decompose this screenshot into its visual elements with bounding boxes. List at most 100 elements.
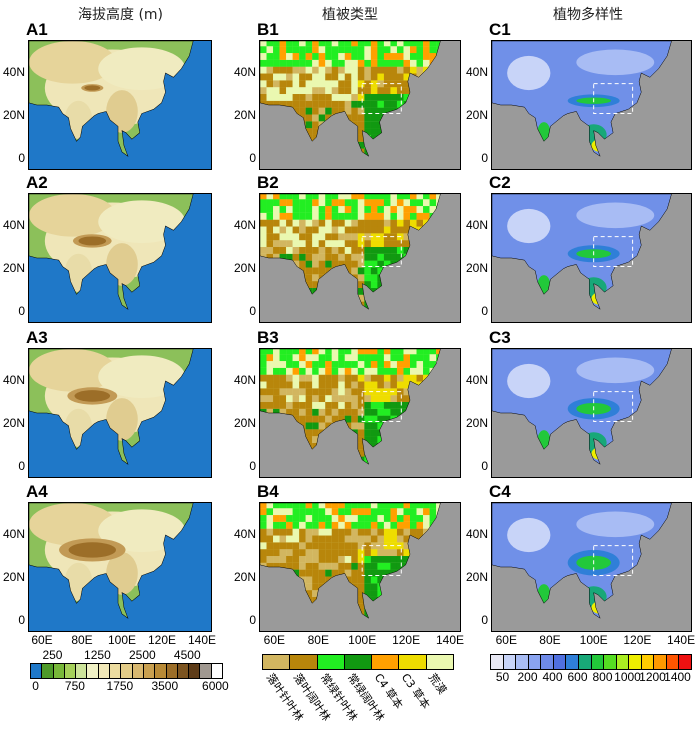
vegetation-cell xyxy=(325,374,332,382)
elevation-zone xyxy=(29,194,117,237)
map-panel-a1 xyxy=(28,40,212,170)
diversity-swatch xyxy=(578,655,592,669)
vegetation-cell xyxy=(299,66,306,74)
vegetation-cell xyxy=(292,555,300,563)
vegetation-cell xyxy=(370,401,378,409)
vegetation-cell xyxy=(299,388,306,396)
x-tick-label: 140E xyxy=(187,633,217,647)
vegetation-cell xyxy=(357,93,365,101)
vegetation-cell xyxy=(286,528,293,536)
vegetation-cell xyxy=(338,374,345,382)
vegetation-cell xyxy=(331,503,339,509)
vegetation-cell xyxy=(279,354,287,362)
y-tick-label: 0 xyxy=(249,459,256,474)
vegetation-cell xyxy=(331,41,339,47)
vegetation-cell xyxy=(312,549,319,557)
y-tick-label: 0 xyxy=(481,151,488,166)
vegetation-cell xyxy=(370,267,378,275)
vegetation-cell xyxy=(364,549,371,557)
vegetation-cell xyxy=(357,569,365,577)
diversity-zone xyxy=(507,517,551,553)
vegetation-cell xyxy=(364,388,371,396)
vegetation-cell xyxy=(331,66,339,74)
vegetation-cell xyxy=(312,128,319,135)
vegetation-cell xyxy=(331,354,339,362)
x-tick-label: 120E xyxy=(147,633,177,647)
vegetation-cell xyxy=(383,395,391,403)
vegetation-cell xyxy=(318,87,326,95)
vegetation-cell xyxy=(423,503,430,509)
vegetation-cell xyxy=(396,381,404,389)
vegetation-cell xyxy=(312,401,319,409)
vegetation-cell xyxy=(260,66,267,74)
vegetation-cell xyxy=(377,194,385,200)
vegetation-cell xyxy=(364,395,371,403)
vegetation-cell xyxy=(331,514,339,522)
vegetation-cell xyxy=(396,503,404,509)
vegetation-cell xyxy=(423,205,430,213)
vegetation-cell xyxy=(312,212,319,220)
vegetation-cell xyxy=(273,535,280,543)
vegetation-cell xyxy=(351,267,358,275)
vegetation-cell xyxy=(351,576,358,584)
vegetation-cell xyxy=(286,535,293,543)
vegetation-cell xyxy=(331,401,339,409)
vegetation-cell xyxy=(410,354,417,362)
vegetation-cell xyxy=(260,226,267,234)
vegetation-cell xyxy=(377,226,385,234)
vegetation-cell xyxy=(396,367,404,375)
vegetation-cell xyxy=(338,240,345,248)
vegetation-cell xyxy=(331,415,339,423)
vegetation-cell xyxy=(338,555,345,563)
vegetation-cell xyxy=(279,562,287,570)
vegetation-cell xyxy=(396,521,404,529)
vegetation-cell xyxy=(344,194,352,200)
vegetation-cell xyxy=(286,395,293,403)
vegetation-cell xyxy=(273,555,280,563)
coastline xyxy=(29,503,193,618)
vegetation-cell xyxy=(370,374,378,382)
vegetation-cell xyxy=(396,194,404,200)
vegetation-cell xyxy=(325,93,332,101)
vegetation-cell xyxy=(344,401,352,409)
vegetation-cell xyxy=(305,128,313,135)
vegetation-cell xyxy=(305,354,313,362)
vegetation-cell xyxy=(273,240,280,248)
vegetation-cell xyxy=(403,401,411,409)
vegetation-cell xyxy=(273,349,280,355)
vegetation-cell xyxy=(429,46,437,54)
vegetation-cell xyxy=(416,219,424,227)
vegetation-cell xyxy=(370,514,378,522)
vegetation-cell xyxy=(377,408,385,416)
vegetation-cell xyxy=(279,535,287,543)
vegetation-cell xyxy=(364,87,371,95)
vegetation-cell xyxy=(338,562,345,570)
vegetation-cell xyxy=(344,514,352,522)
vegetation-cell xyxy=(312,59,319,67)
vegetation-cell xyxy=(299,549,306,557)
coastline xyxy=(492,41,672,156)
vegetation-cell xyxy=(273,253,280,261)
vegetation-cell xyxy=(351,408,358,416)
vegetation-cell xyxy=(325,521,332,529)
vegetation-cell xyxy=(286,354,293,362)
vegetation-cell xyxy=(286,388,293,396)
vegetation-cell xyxy=(423,521,430,529)
vegetation-cell xyxy=(396,219,404,227)
vegetation-cell xyxy=(396,93,404,101)
vegetation-cell xyxy=(305,41,313,47)
vegetation-cell xyxy=(325,508,332,516)
vegetation-cell xyxy=(299,354,306,362)
vegetation-cell xyxy=(416,66,424,74)
vegetation-cell xyxy=(403,52,411,60)
vegetation-cell xyxy=(403,508,411,516)
vegetation-cell xyxy=(318,503,326,509)
vegetation-cell xyxy=(273,46,280,54)
vegetation-cell xyxy=(364,415,371,423)
vegetation-cell xyxy=(273,360,280,368)
vegetation-cell xyxy=(279,93,287,101)
vegetation-cell xyxy=(396,354,404,362)
vegetation-cell xyxy=(396,87,404,95)
vegetation-cell xyxy=(318,528,326,536)
vegetation-cell xyxy=(266,199,274,207)
